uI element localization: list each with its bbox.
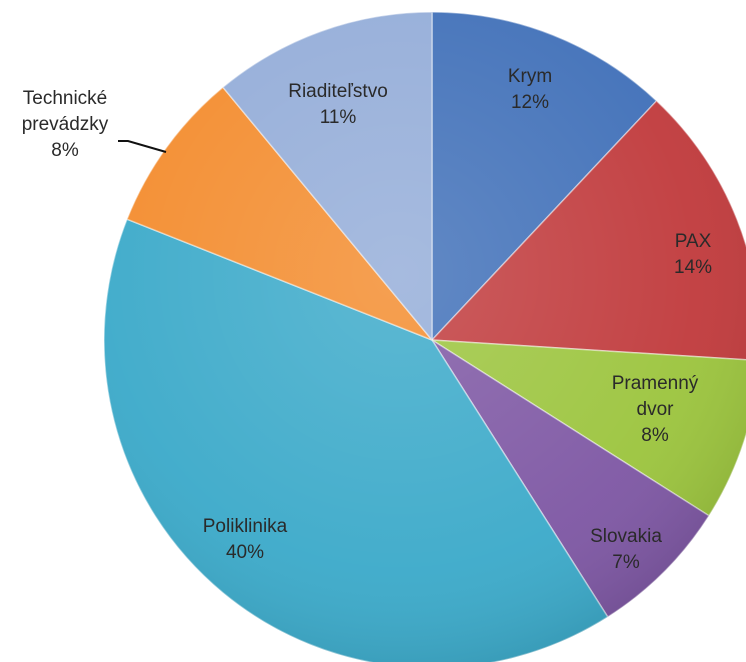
category-label: Pramenný dvor bbox=[611, 373, 699, 420]
category-label: Slovakia bbox=[590, 526, 662, 547]
slice-label: Poliklinika 40% bbox=[203, 514, 287, 566]
slice-label: Pramenný dvor 8% bbox=[610, 371, 701, 449]
slice-label: Technické prevádzky 8% bbox=[10, 86, 120, 164]
value-label: 11% bbox=[319, 107, 357, 128]
category-label: Poliklinika bbox=[202, 516, 288, 537]
category-label: Riaditeľstvo bbox=[288, 81, 388, 102]
value-label: 8% bbox=[51, 140, 79, 161]
slice-label: PAX 14% bbox=[674, 229, 712, 281]
slice-label: Slovakia 7% bbox=[590, 524, 662, 576]
value-label: 12% bbox=[510, 92, 550, 113]
leader-line bbox=[118, 140, 167, 153]
value-label: 8% bbox=[641, 425, 669, 446]
value-label: 14% bbox=[673, 257, 713, 278]
slice-label: Krym 12% bbox=[508, 64, 552, 116]
value-label: 7% bbox=[612, 552, 640, 573]
slice-label: Riaditeľstvo 11% bbox=[288, 79, 388, 131]
category-label: PAX bbox=[674, 231, 712, 252]
value-label: 40% bbox=[225, 542, 265, 563]
category-label: Technické prevádzky bbox=[21, 88, 109, 135]
category-label: Krym bbox=[507, 66, 553, 87]
